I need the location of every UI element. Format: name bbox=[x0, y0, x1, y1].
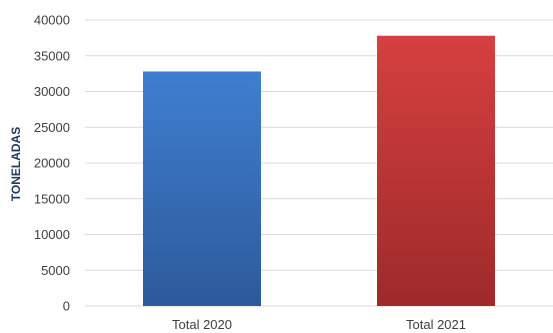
y-tick-label: 10000 bbox=[34, 227, 70, 242]
x-category-label: Total 2020 bbox=[172, 317, 232, 332]
y-tick-label: 0 bbox=[63, 299, 70, 314]
y-axis-label: TONELADAS bbox=[9, 127, 23, 201]
y-tick-label: 5000 bbox=[41, 263, 70, 278]
y-tick-label: 20000 bbox=[34, 156, 70, 171]
bar-total-2020 bbox=[143, 71, 261, 306]
y-tick-label: 25000 bbox=[34, 120, 70, 135]
bars bbox=[143, 35, 495, 306]
bar-total-2021 bbox=[377, 35, 495, 306]
y-tick-label: 30000 bbox=[34, 84, 70, 99]
y-axis-ticks: 0 5000 10000 15000 20000 25000 30000 35000 40000 bbox=[34, 13, 70, 314]
x-axis-categories: Total 2020 Total 2021 bbox=[172, 317, 466, 332]
y-tick-label: 40000 bbox=[34, 13, 70, 28]
x-category-label: Total 2021 bbox=[406, 317, 466, 332]
y-tick-label: 15000 bbox=[34, 191, 70, 206]
y-tick-label: 35000 bbox=[34, 48, 70, 63]
